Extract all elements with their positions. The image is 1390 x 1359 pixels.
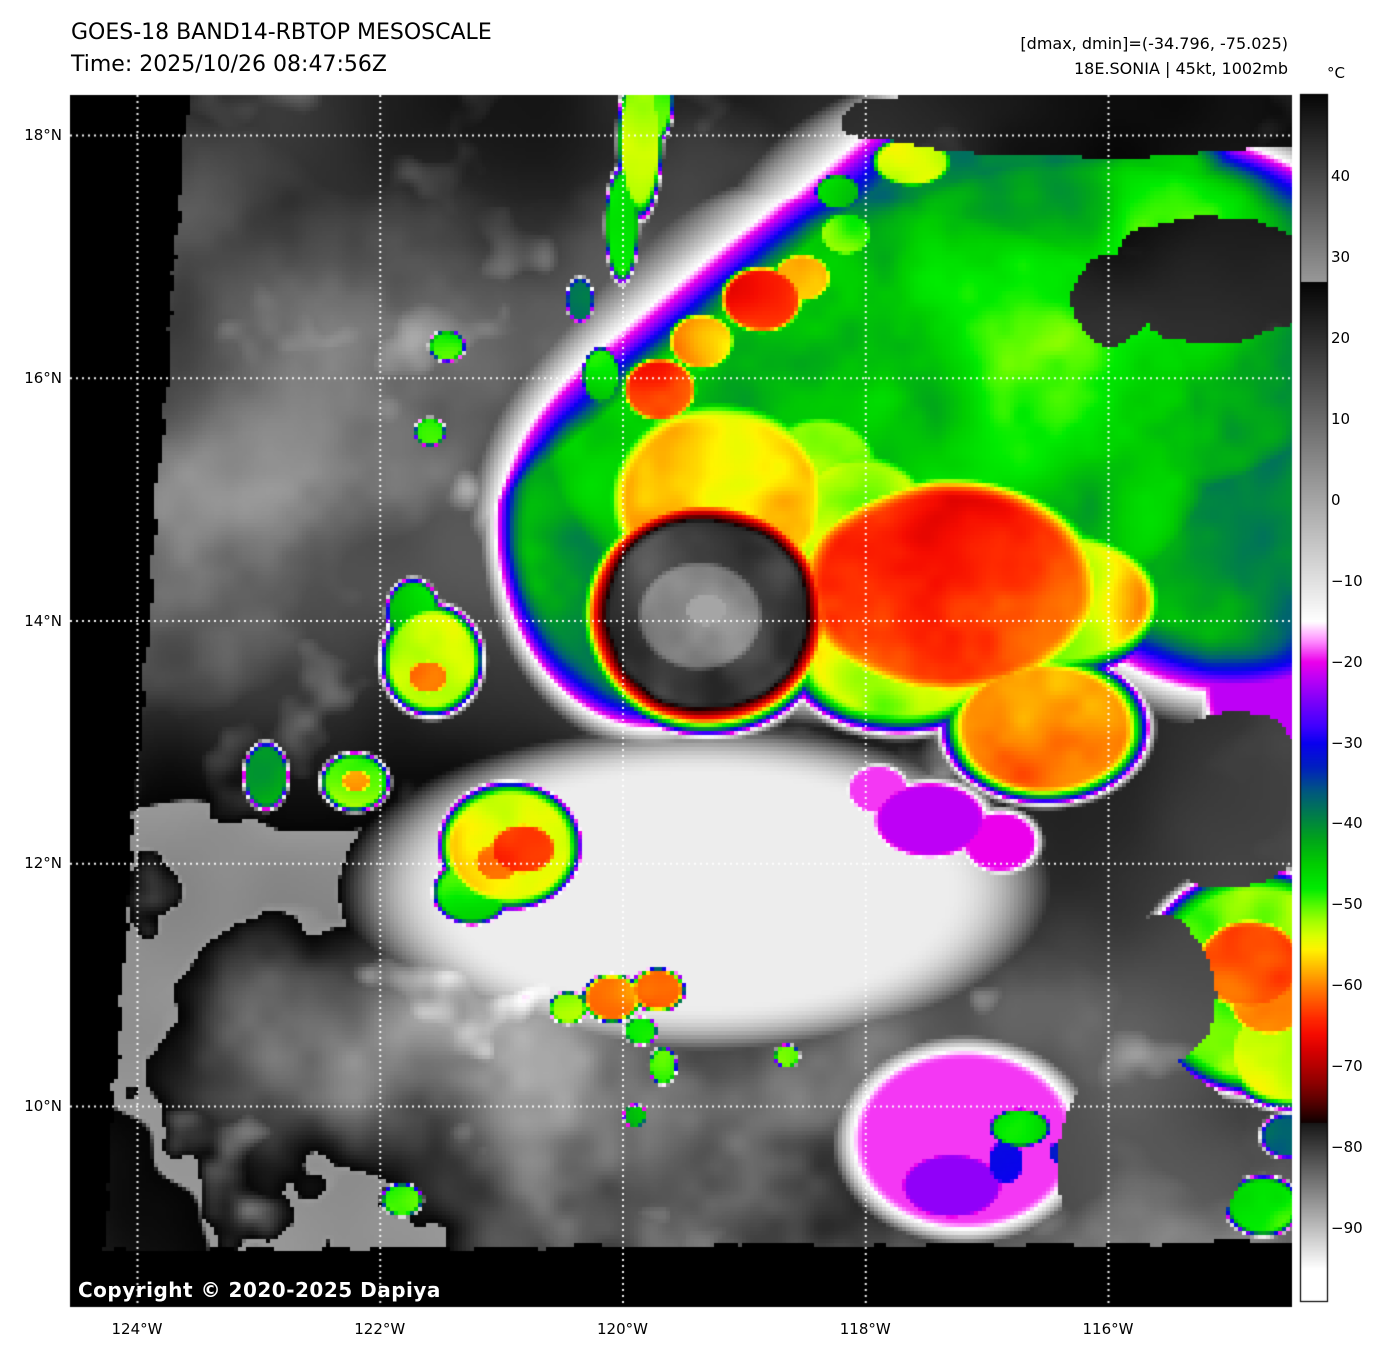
colorbar-tick-label: −40 xyxy=(1331,814,1363,833)
colorbar-tick-label: −60 xyxy=(1331,976,1363,995)
colorbar-unit-label: °C xyxy=(1327,64,1345,82)
lat-tick-label: 10°N xyxy=(24,1097,62,1115)
lon-tick-label: 116°W xyxy=(1082,1320,1134,1338)
colorbar-tick-label: 40 xyxy=(1331,166,1351,185)
dmax-dmin-label: [dmax, dmin]=(-34.796, -75.025) xyxy=(1020,34,1288,53)
lon-tick-label: 122°W xyxy=(354,1320,406,1338)
timestamp-label: Time: 2025/10/26 08:47:56Z xyxy=(71,52,387,77)
colorbar-tick-label: −90 xyxy=(1331,1219,1363,1238)
lat-tick-label: 16°N xyxy=(24,368,62,387)
storm-info-label: 18E.SONIA | 45kt, 1002mb xyxy=(1073,59,1288,78)
colorbar-tick-label: 10 xyxy=(1331,409,1351,428)
lat-tick-label: 12°N xyxy=(24,854,62,873)
colorbar-tick-label: −70 xyxy=(1331,1057,1363,1076)
colorbar-tick-label: −10 xyxy=(1331,571,1363,590)
lon-tick-label: 118°W xyxy=(839,1320,891,1338)
colorbar-tick-label: −50 xyxy=(1331,895,1363,914)
lat-tick-label: 18°N xyxy=(24,126,62,144)
colorbar-tick-label: 20 xyxy=(1331,328,1351,347)
colorbar-tick-label: −80 xyxy=(1331,1138,1363,1157)
lon-tick-label: 124°W xyxy=(111,1320,163,1338)
copyright-label: Copyright © 2020-2025 Dapiya xyxy=(78,1278,441,1302)
colorbar-tick-label: −20 xyxy=(1331,652,1363,671)
colorbar-tick-label: 0 xyxy=(1331,490,1341,509)
colorbar-tick-label: 30 xyxy=(1331,247,1351,266)
lon-tick-label: 120°W xyxy=(597,1320,648,1338)
lat-tick-label: 14°N xyxy=(24,611,62,630)
colorbar-tick-label: −30 xyxy=(1331,733,1363,752)
page-title: GOES-18 BAND14-RBTOP MESOSCALE xyxy=(71,20,492,45)
